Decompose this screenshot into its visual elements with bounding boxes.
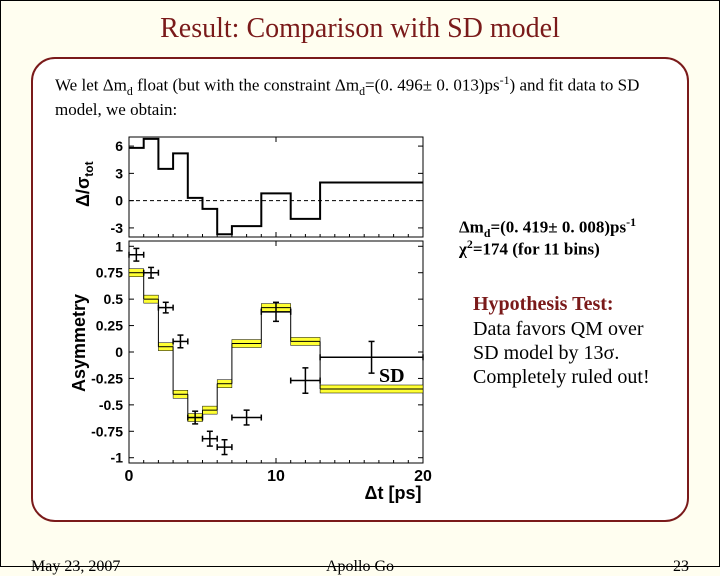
svg-text:0: 0: [115, 193, 123, 209]
svg-text:3: 3: [115, 165, 123, 181]
svg-text:Δt [ps]: Δt [ps]: [365, 483, 422, 503]
svg-text:Δ/σtot: Δ/σtot: [73, 161, 96, 207]
footer-pagenum: 23: [673, 558, 689, 576]
hypothesis-body: Data favors QM over SD model by 13σ. Com…: [473, 317, 673, 389]
content-panel: We let Δmd float (but with the constrain…: [31, 57, 689, 522]
svg-text:-3: -3: [111, 220, 124, 236]
svg-text:-0.25: -0.25: [91, 370, 123, 386]
svg-text:-0.75: -0.75: [91, 423, 123, 439]
intro-text: We let Δmd float (but with the constrain…: [55, 73, 665, 120]
svg-text:-0.5: -0.5: [99, 397, 123, 413]
hypothesis-title: Hypothesis Test:: [473, 293, 614, 316]
slide: { "title": "Result: Comparison with SD m…: [0, 0, 720, 567]
chart: -3 0 3 6 Δ/σtot -1 -0.75 -0.5 -0.25 0 0.25 0.5 0.75 1…: [73, 137, 443, 499]
svg-text:0.25: 0.25: [96, 318, 123, 334]
footer-author: Apollo Go: [1, 558, 719, 576]
slide-title: Result: Comparison with SD model: [1, 1, 719, 51]
svg-text:0: 0: [115, 344, 123, 360]
svg-text:10: 10: [267, 468, 285, 485]
svg-text:0.5: 0.5: [104, 291, 124, 307]
result-chi2: χ2=174 (for 11 bins): [459, 237, 600, 260]
svg-text:-1: -1: [111, 450, 124, 466]
svg-text:Asymmetry: Asymmetry: [69, 294, 89, 392]
sd-label: SD: [379, 365, 405, 388]
svg-text:1: 1: [115, 238, 123, 254]
svg-text:0: 0: [125, 468, 134, 485]
svg-text:6: 6: [115, 138, 123, 154]
svg-text:0.75: 0.75: [96, 265, 123, 281]
